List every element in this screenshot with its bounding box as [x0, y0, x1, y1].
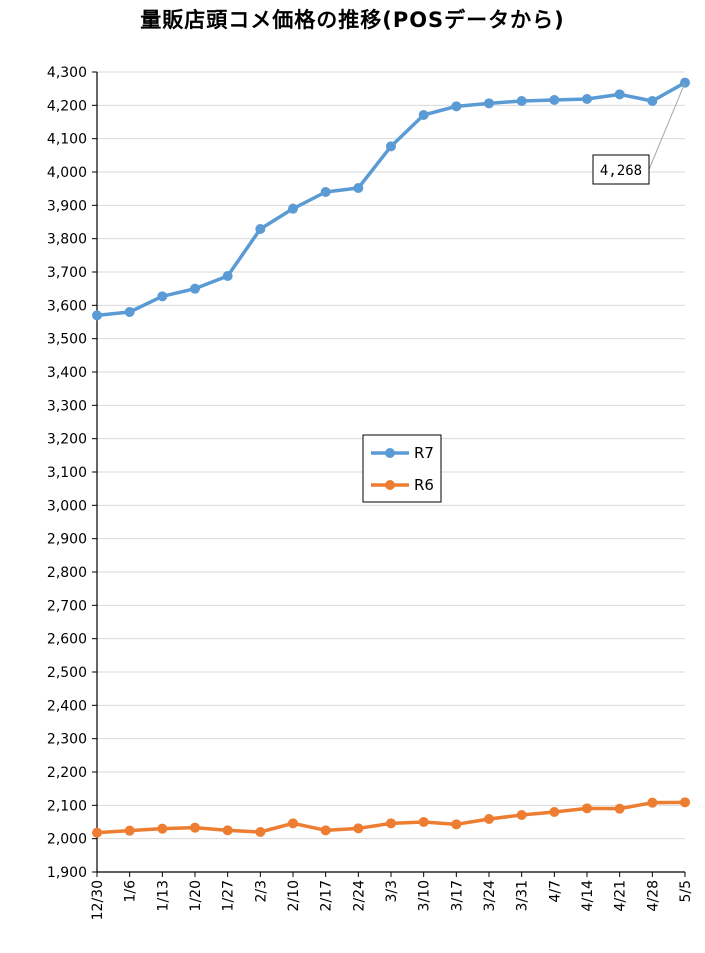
data-point-r7: [549, 95, 560, 105]
x-tick-label: 2/10: [286, 880, 302, 911]
y-tick-label: 3,400: [47, 365, 87, 381]
data-point-r7: [190, 283, 200, 294]
x-tick-label: 12/30: [90, 880, 106, 920]
y-tick-label: 2,700: [47, 598, 87, 614]
data-point-r7: [418, 110, 429, 120]
legend: R7 R6: [362, 434, 442, 503]
series-lines: [92, 77, 690, 838]
x-tick-label: 2/17: [319, 880, 335, 911]
x-tick-label: 3/10: [417, 880, 433, 911]
data-point-r7: [222, 271, 233, 281]
data-point-r6: [124, 825, 135, 836]
callout-box: [592, 154, 650, 185]
x-tick-label: 4/14: [580, 880, 596, 912]
x-tick-label: 2/24: [351, 880, 367, 912]
data-point-r7: [582, 94, 592, 104]
data-point-r6: [484, 814, 494, 824]
y-tick-label: 3,600: [47, 298, 87, 314]
data-point-r6: [190, 822, 200, 833]
data-point-r6: [92, 827, 102, 838]
data-point-r6: [320, 825, 331, 836]
callout-leader-line: [648, 82, 686, 170]
y-tick-label: 3,800: [47, 232, 87, 248]
data-point-r7: [647, 96, 658, 106]
y-tick-label: 3,900: [47, 198, 87, 214]
data-point-r7: [353, 183, 364, 193]
x-tick-label: 3/31: [515, 880, 531, 911]
y-tick-label: 3,500: [47, 332, 87, 348]
series-line-r7: [95, 80, 687, 318]
y-tick-label: 4,200: [47, 98, 87, 114]
data-point-r6: [647, 797, 658, 808]
y-tick-label: 3,700: [47, 265, 87, 281]
data-point-r7: [451, 101, 462, 112]
data-point-r7: [157, 291, 168, 302]
data-point-r7: [484, 98, 494, 109]
legend-label-r6: R6: [414, 476, 434, 494]
data-point-r6: [157, 823, 168, 834]
data-point-r7: [124, 307, 135, 317]
data-point-r6: [288, 818, 298, 829]
data-point-r6: [582, 803, 592, 814]
y-tick-label: 3,300: [47, 398, 87, 414]
legend-marker-r7: [385, 448, 395, 458]
x-tick-label: 4/7: [547, 880, 563, 903]
y-tick-label: 2,100: [47, 798, 87, 814]
data-point-r7: [92, 310, 102, 321]
x-tick-label: 1/20: [188, 880, 204, 911]
data-point-r7: [320, 187, 331, 197]
data-point-r7: [386, 141, 396, 152]
y-tick-label: 4,100: [47, 132, 87, 148]
y-tick-label: 2,800: [47, 565, 87, 581]
data-point-r7: [516, 96, 527, 106]
y-tick-label: 4,300: [47, 65, 87, 81]
data-callout: 4,268: [592, 82, 686, 185]
y-tick-label: 2,300: [47, 732, 87, 748]
data-point-r6: [222, 825, 233, 836]
data-point-r7: [288, 203, 298, 214]
data-point-r6: [451, 819, 462, 830]
data-point-r6: [516, 810, 527, 820]
y-tick-label: 3,200: [47, 432, 87, 448]
data-point-r6: [386, 818, 396, 829]
x-tick-label: 1/13: [155, 880, 171, 911]
gridlines: [97, 71, 685, 840]
data-point-r6: [680, 797, 690, 808]
chart-title: 量販店頭コメ価格の推移(POSデータから): [140, 8, 565, 32]
y-axis-tick-labels: 1,900 2,000 2,100 2,200 2,300 2,400 2,500 2,600…: [47, 65, 87, 881]
y-tick-label: 2,500: [47, 665, 87, 681]
x-tick-label: 4/28: [645, 880, 661, 911]
x-tick-label: 3/24: [482, 880, 498, 912]
x-tick-label: 3/3: [384, 880, 400, 903]
y-tick-label: 2,900: [47, 532, 87, 548]
data-point-r7: [255, 224, 266, 234]
y-tick-label: 4,000: [47, 165, 87, 181]
axes: [92, 71, 686, 877]
x-tick-label: 1/6: [123, 880, 139, 903]
x-tick-label: 3/17: [449, 880, 465, 911]
legend-marker-r6: [385, 480, 395, 490]
data-point-r6: [353, 823, 364, 834]
data-point-r7: [614, 89, 625, 100]
data-point-r6: [418, 817, 429, 827]
y-tick-label: 2,200: [47, 765, 87, 781]
y-tick-label: 3,100: [47, 465, 87, 481]
y-tick-label: 2,400: [47, 698, 87, 714]
legend-label-r7: R7: [414, 444, 434, 462]
callout-label: 4,268: [600, 163, 642, 179]
y-tick-label: 3,000: [47, 498, 87, 514]
legend-box: [362, 434, 442, 503]
data-point-r6: [255, 827, 266, 837]
x-tick-label: 4/21: [613, 880, 629, 911]
x-tick-label: 5/5: [678, 880, 694, 903]
y-tick-label: 2,000: [47, 832, 87, 848]
x-tick-label: 2/3: [253, 880, 269, 903]
data-point-r6: [614, 803, 625, 814]
y-tick-label: 2,600: [47, 632, 87, 648]
data-point-r6: [549, 807, 560, 817]
x-axis-tick-labels: 12/30 1/6 1/13 1/20 1/27 2/3 2/10 2/17 2/24 3/3 3/…: [90, 880, 694, 920]
x-tick-label: 1/27: [221, 880, 237, 911]
y-tick-label: 1,900: [47, 865, 87, 881]
